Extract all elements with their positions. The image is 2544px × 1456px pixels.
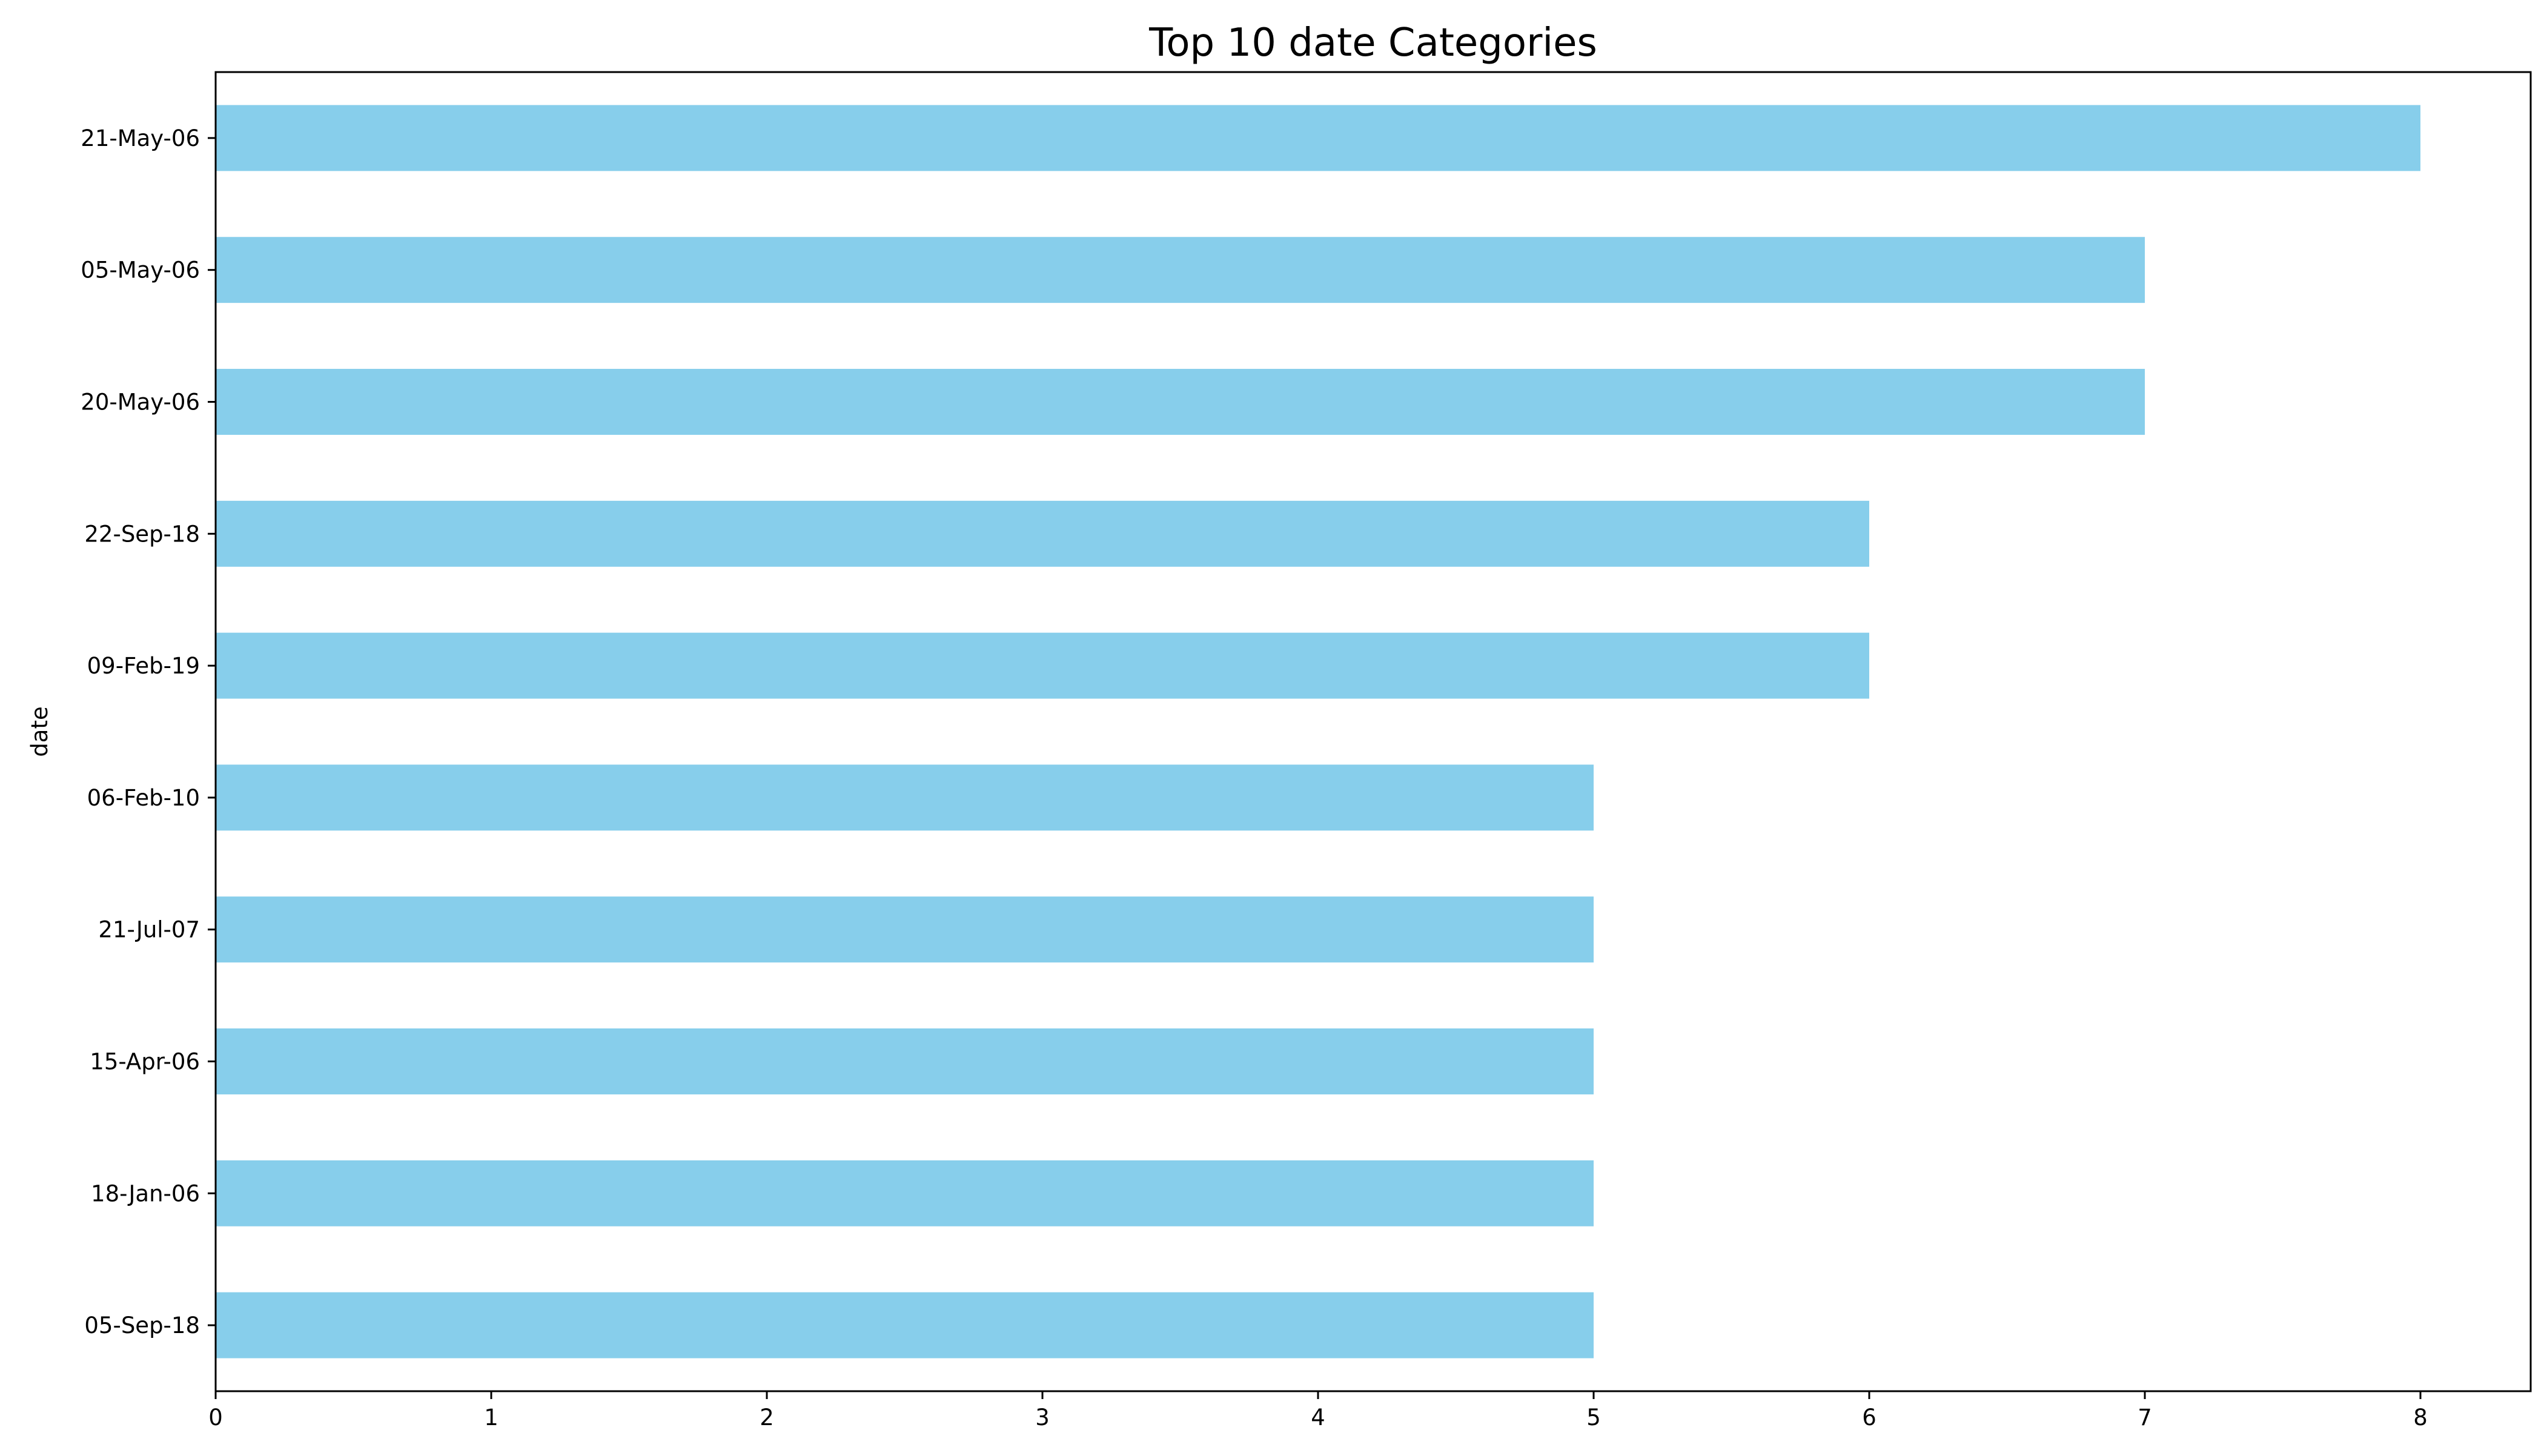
x-tick-label: 8	[2413, 1405, 2428, 1431]
bar	[216, 237, 2145, 303]
x-axis-ticks: 0 1 2 3 4 5 6 7 8	[208, 1391, 2428, 1431]
chart-title: Top 10 date Categories	[1148, 21, 1597, 65]
bar	[216, 764, 1594, 831]
x-tick-label: 0	[208, 1405, 223, 1431]
x-tick-label: 1	[484, 1405, 499, 1431]
bar	[216, 632, 1869, 699]
bar	[216, 1292, 1594, 1358]
y-tick-label: 22-Sep-18	[84, 521, 200, 547]
x-tick-label: 6	[1862, 1405, 1877, 1431]
bar	[216, 1028, 1594, 1094]
bar	[216, 896, 1594, 963]
y-tick-label: 18-Jan-06	[91, 1180, 200, 1206]
y-tick-label: 06-Feb-10	[87, 785, 200, 811]
plot-frame	[214, 71, 2532, 1392]
y-tick-label: 21-May-06	[81, 125, 200, 151]
bar	[216, 500, 1869, 567]
y-axis-ticks: 21-May-06 05-May-06 20-May-06 22-Sep-18 09-F…	[81, 125, 216, 1339]
bar	[216, 1160, 1594, 1226]
x-tick-label: 5	[1586, 1405, 1601, 1431]
x-tick-label: 2	[760, 1405, 774, 1431]
x-tick-label: 7	[2138, 1405, 2152, 1431]
y-tick-label: 20-May-06	[81, 389, 200, 415]
y-tick-label: 05-May-06	[81, 257, 200, 283]
y-tick-label: 09-Feb-19	[87, 653, 200, 679]
y-axis-label: date	[27, 706, 53, 756]
y-tick-label: 15-Apr-06	[90, 1049, 200, 1075]
bars-group	[216, 105, 2420, 1358]
x-tick-label: 4	[1311, 1405, 1325, 1431]
bar	[216, 369, 2145, 435]
y-tick-label: 21-Jul-07	[98, 917, 200, 943]
x-tick-label: 3	[1035, 1405, 1050, 1431]
y-tick-label: 05-Sep-18	[84, 1312, 200, 1339]
bar	[216, 105, 2420, 171]
